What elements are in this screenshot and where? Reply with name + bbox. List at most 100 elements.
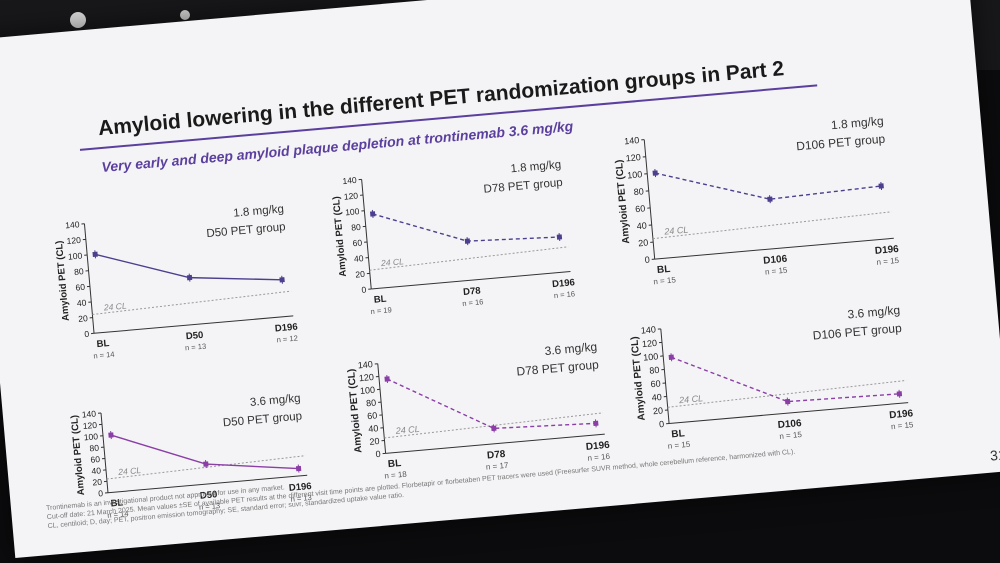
dose-label: 1.8 mg/kg [830,114,884,133]
y-tick-label: 80 [89,443,100,454]
x-tick-label: BL [110,497,124,509]
y-tick-label: 120 [642,338,658,349]
n-label: n = 17 [486,461,510,472]
group-label: D50 PET group [222,411,302,430]
dose-label: 3.6 mg/kg [847,303,901,322]
data-point [384,376,390,382]
data-point [491,425,497,432]
series-line [372,213,560,242]
group-label: D106 PET group [796,132,886,154]
data-point [556,234,563,240]
x-tick-label: D50 [199,489,217,501]
n-label: n = 13 [185,342,207,353]
n-label: n = 15 [891,420,915,431]
dose-label: 1.8 mg/kg [233,203,285,219]
n-label: n = 13 [199,501,221,512]
x-tick-label: D78 [487,449,507,462]
ceiling-light [180,10,190,20]
y-tick-label: 100 [83,431,98,442]
dose-label: 3.6 mg/kg [544,340,598,359]
x-tick-label: BL [96,338,110,350]
y-tick-label: 60 [75,282,86,293]
y-tick-label: 60 [352,237,363,248]
n-label: n = 14 [93,350,115,361]
y-axis [377,363,387,454]
x-tick-label: D78 [463,285,482,298]
x-axis [669,402,909,425]
x-tick-label: D196 [585,440,610,453]
y-tick-label: 100 [360,385,376,396]
y-axis [361,179,372,290]
y-tick-label: 100 [643,351,659,362]
y-tick-label: 20 [369,436,380,447]
y-axis [643,139,656,260]
x-tick-label: D50 [185,330,203,342]
y-tick-label: 80 [351,222,362,233]
x-tick-label: BL [671,428,685,440]
x-axis [371,271,571,290]
threshold-line [384,412,603,439]
threshold-line [369,246,569,271]
y-tick-label: 120 [358,372,374,383]
n-label: n = 16 [554,289,576,300]
n-label: n = 12 [276,334,298,345]
y-tick-label: 40 [91,465,102,476]
threshold-label: 24 CL [394,424,420,436]
data-point [767,196,773,202]
group-label: D106 PET group [812,321,902,343]
y-tick-label: 40 [76,297,87,308]
x-tick-label: D196 [874,244,899,257]
y-tick-label: 20 [653,405,664,416]
data-point [369,211,376,217]
n-label: n = 15 [653,275,677,286]
series-line [386,378,596,430]
y-tick-label: 140 [65,219,80,230]
y-tick-label: 0 [375,449,381,459]
x-tick-label: D106 [777,418,802,431]
data-point [108,432,114,438]
group-label: D50 PET group [206,221,286,240]
y-tick-label: 100 [627,169,643,180]
n-label: n = 16 [462,297,484,308]
data-point [652,170,658,176]
y-tick-label: 0 [644,255,650,265]
data-point [784,398,791,405]
group-label: D78 PET group [516,357,600,378]
y-tick-label: 60 [90,454,101,465]
y-tick-label: 0 [98,488,104,498]
y-tick-label: 120 [66,235,81,246]
y-tick-label: 60 [635,203,646,214]
y-tick-label: 140 [342,175,357,186]
y-tick-label: 140 [357,359,373,370]
data-point [896,391,903,397]
page-number: 31 [989,446,1000,464]
x-tick-label: BL [387,458,401,470]
n-label: n = 15 [667,440,691,451]
threshold-line [667,379,907,408]
x-axis [654,237,894,260]
y-tick-label: 140 [640,324,656,335]
x-axis [107,474,308,494]
y-tick-label: 120 [343,190,358,201]
threshold-label: 24 CL [117,465,142,477]
y-tick-label: 20 [355,269,366,280]
series-line [671,356,900,403]
x-axis [93,315,294,334]
y-tick-label: 80 [633,186,644,197]
y-tick-label: 20 [92,477,103,488]
x-axis [385,433,605,454]
y-tick-label: 20 [78,313,89,324]
x-tick-label: D196 [889,408,914,421]
n-label: n = 13 [290,493,312,504]
threshold-label: 24 CL [678,393,704,405]
n-label: n = 14 [107,509,129,520]
y-tick-label: 40 [368,423,379,434]
n-label: n = 15 [765,266,789,277]
y-tick-label: 100 [68,250,83,261]
